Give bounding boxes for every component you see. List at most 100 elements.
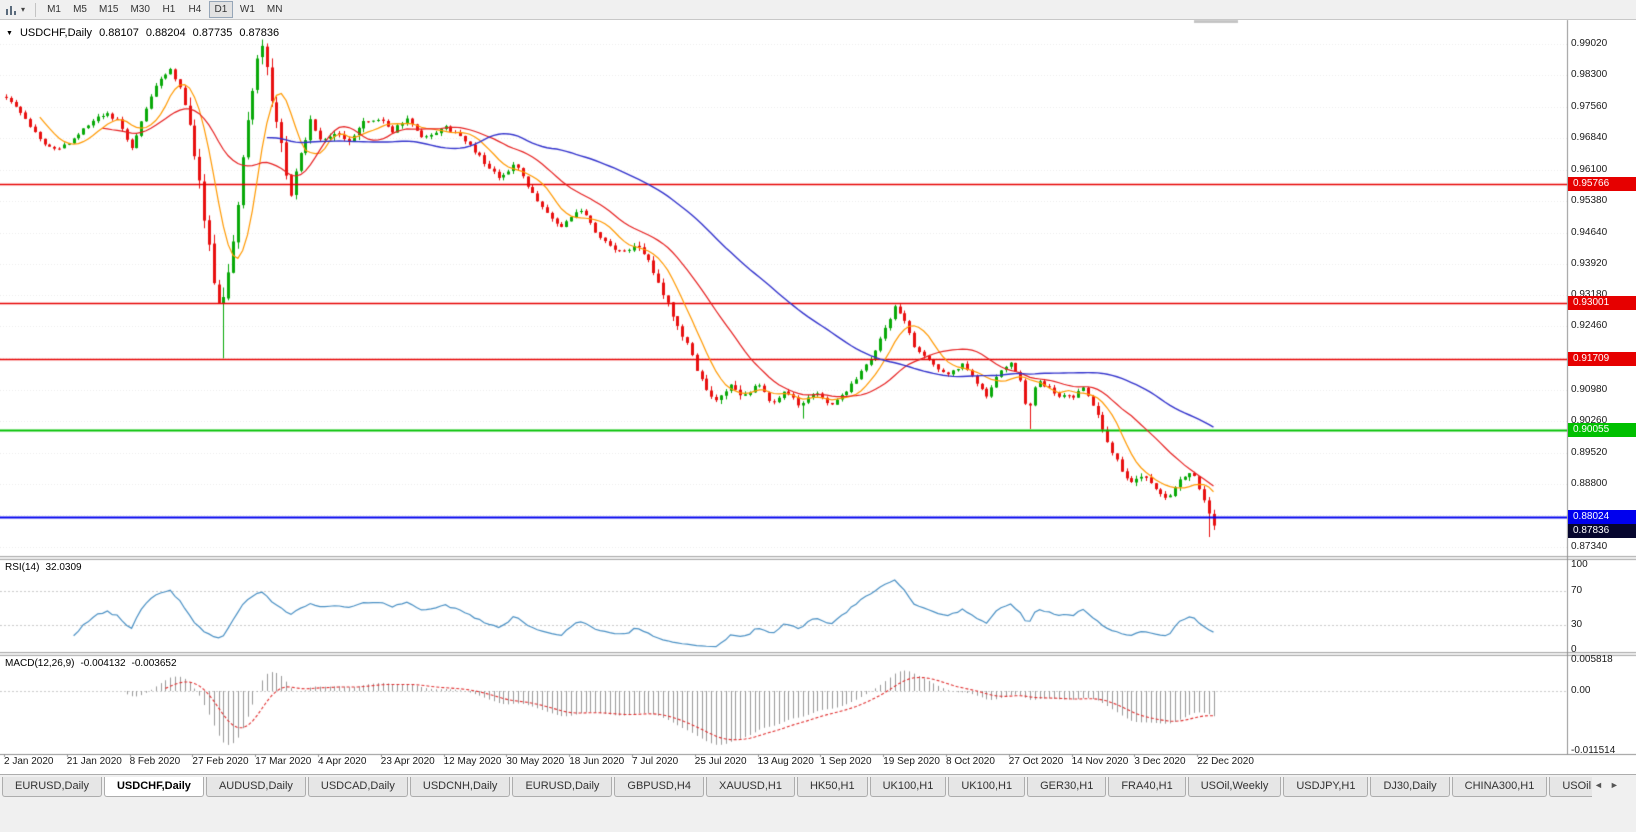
macd-current-value: -0.004132 — [80, 658, 126, 669]
tab-fra40-h1[interactable]: FRA40,H1 — [1108, 777, 1186, 797]
price-axis-tick: 0.87340 — [1571, 540, 1608, 552]
rsi-axis-tick: 100 — [1571, 559, 1588, 570]
tab-audusd-daily[interactable]: AUDUSD,Daily — [205, 777, 306, 797]
tab-dj30-daily[interactable]: DJ30,Daily — [1370, 777, 1450, 797]
tab-ger30-h1[interactable]: GER30,H1 — [1027, 777, 1107, 797]
timeframe-h4[interactable]: H4 — [188, 4, 202, 15]
rsi-axis-tick: 0 — [1571, 644, 1577, 655]
time-axis-label: 22 Dec 2020 — [1197, 756, 1254, 767]
time-axis-label: 14 Nov 2020 — [1071, 756, 1129, 767]
tab-usdjpy-h1[interactable]: USDJPY,H1 — [1283, 777, 1369, 797]
time-axis-label: 3 Dec 2020 — [1134, 756, 1186, 767]
time-axis-label: 21 Jan 2020 — [66, 756, 122, 767]
timeframe-w1[interactable]: W1 — [239, 4, 255, 15]
time-axis-label: 12 May 2020 — [443, 756, 502, 767]
tab-gbpusd-h4[interactable]: GBPUSD,H4 — [614, 777, 704, 797]
chart-tab-bar: EURUSD,Daily USDCHF,Daily AUDUSD,Daily USDC… — [0, 774, 1636, 832]
tab-usdchf-daily[interactable]: USDCHF,Daily — [103, 777, 204, 797]
tab-hk50-h1[interactable]: HK50,H1 — [796, 777, 868, 797]
price-axis-tick: 0.98300 — [1571, 69, 1608, 80]
time-axis-label: 13 Aug 2020 — [757, 756, 814, 767]
tab-usdcnh-daily[interactable]: USDCNH,Daily — [409, 777, 511, 797]
tabs-scroll-left-icon[interactable]: ◄ — [1594, 780, 1603, 790]
tabs-scroll-right-icon[interactable]: ► — [1609, 780, 1619, 790]
price-axis-tick: 0.90980 — [1571, 384, 1608, 396]
timeframe-d1[interactable]: D1 — [208, 1, 233, 18]
bar-chart-glyph — [6, 5, 16, 15]
tab-eurusd-daily[interactable]: EURUSD,Daily — [512, 777, 613, 797]
price-axis-tick: 0.95380 — [1571, 194, 1608, 206]
tab-uk100-h1[interactable]: UK100,H1 — [869, 777, 947, 797]
macd-axis-tick: 0.00 — [1571, 685, 1591, 696]
tab-usoil-weekly[interactable]: USOil,Weekly — [1187, 777, 1282, 797]
hline-price-tag[interactable]: 0.93001 — [1568, 296, 1636, 311]
timeframe-mn[interactable]: MN — [266, 4, 283, 15]
time-axis-label: 8 Oct 2020 — [946, 756, 995, 767]
time-axis-label: 2 Jan 2020 — [4, 756, 54, 767]
tab-scroll-arrows: ◄ ► — [1592, 775, 1625, 790]
ohlc-open: 0.88107 — [99, 27, 139, 39]
rsi-indicator-name: RSI(14) — [5, 562, 40, 573]
current-price-tag[interactable]: 0.87836 — [1568, 524, 1636, 539]
price-axis-tick: 0.97560 — [1571, 100, 1608, 112]
time-axis-label: 23 Apr 2020 — [380, 756, 435, 767]
timeframe-m1[interactable]: M1 — [47, 4, 61, 15]
macd-axis-tick: -0.011514 — [1571, 745, 1616, 757]
price-axis-tick: 0.90260 — [1571, 415, 1608, 427]
ohlc-low: 0.87735 — [192, 27, 233, 39]
rsi-current-value: 32.0309 — [45, 562, 82, 573]
rsi-axis-tick: 70 — [1571, 584, 1583, 596]
timeframe-group: M1 M5 M15 M30 H1 H4 D1 W1 MN — [42, 1, 289, 18]
time-axis-label: 27 Feb 2020 — [192, 756, 249, 767]
time-axis-label: 17 Mar 2020 — [255, 756, 312, 767]
hline-price-tag[interactable]: 0.90055 — [1568, 423, 1636, 438]
tab-usdcad-daily[interactable]: USDCAD,Daily — [307, 777, 408, 797]
macd-signal-value: -0.003652 — [131, 658, 177, 669]
price-axis-tick: 0.93920 — [1571, 257, 1608, 269]
time-axis-label: 19 Sep 2020 — [883, 756, 940, 767]
timeframe-h1[interactable]: H1 — [162, 4, 176, 15]
timeframe-m15[interactable]: M15 — [99, 4, 119, 15]
price-axis-tick: 0.99020 — [1571, 38, 1608, 49]
tab-xauusd-h1[interactable]: XAUUSD,H1 — [705, 777, 795, 797]
macd-axis-tick: 0.005818 — [1571, 654, 1613, 666]
macd-label: MACD(12,26,9) -0.004132 -0.003652 — [5, 658, 177, 669]
rsi-axis-tick: 30 — [1571, 618, 1583, 630]
hline-price-tag[interactable]: 0.91709 — [1568, 351, 1636, 366]
chart-type-dropdown-caret-icon[interactable]: ▾ — [21, 4, 26, 14]
hline-price-tag[interactable]: 0.95766 — [1568, 177, 1636, 192]
toolbar: ▾ M1 M5 M15 M30 H1 H4 D1 W1 MN — [0, 0, 1636, 20]
chart-type-icon[interactable] — [4, 3, 20, 17]
symbol-period-label: USDCHF,Daily — [19, 27, 93, 39]
timeframe-m5[interactable]: M5 — [73, 4, 87, 15]
time-axis-label: 27 Oct 2020 — [1008, 756, 1064, 767]
tab-china300-h1[interactable]: CHINA300,H1 — [1451, 777, 1548, 797]
price-axis-tick: 0.88800 — [1571, 478, 1608, 490]
timeframe-m30[interactable]: M30 — [130, 4, 150, 15]
chart-tabs: EURUSD,Daily USDCHF,Daily AUDUSD,Daily USDC… — [0, 775, 1592, 797]
price-axis-tick: 0.94640 — [1571, 226, 1608, 238]
toolbar-separator — [35, 2, 37, 17]
rsi-label: RSI(14) 32.0309 — [5, 562, 82, 573]
symbol-dropdown-icon[interactable]: ▼ — [6, 29, 13, 37]
tab-uk100-h1[interactable]: UK100,H1 — [948, 777, 1026, 797]
ohlc-high: 0.88204 — [145, 27, 186, 39]
chart-title: ▼ USDCHF,Daily 0.88107 0.88204 0.87735 0… — [6, 27, 279, 39]
macd-indicator-name: MACD(12,26,9) — [5, 658, 75, 669]
time-axis-label: 30 May 2020 — [506, 756, 565, 767]
price-axis-tick: 0.93180 — [1571, 289, 1608, 301]
time-axis-label: 7 Jul 2020 — [632, 756, 679, 767]
time-axis-label: 18 Jun 2020 — [569, 756, 625, 767]
time-axis-label: 8 Feb 2020 — [129, 756, 181, 767]
price-axis-tick: 0.92460 — [1571, 320, 1608, 332]
price-axis-tick: 0.96840 — [1571, 131, 1608, 143]
price-axis-tick: 0.89520 — [1571, 447, 1608, 459]
hline-price-tag[interactable]: 0.88024 — [1568, 510, 1636, 525]
time-axis-label: 25 Jul 2020 — [694, 756, 747, 767]
price-axis-tick: 0.96100 — [1571, 163, 1608, 175]
tab-usoil[interactable]: USOil, — [1549, 777, 1592, 797]
time-axis-label: 4 Apr 2020 — [318, 756, 367, 767]
ohlc-close: 0.87836 — [239, 27, 280, 39]
tab-eurusd-daily[interactable]: EURUSD,Daily — [2, 777, 102, 797]
